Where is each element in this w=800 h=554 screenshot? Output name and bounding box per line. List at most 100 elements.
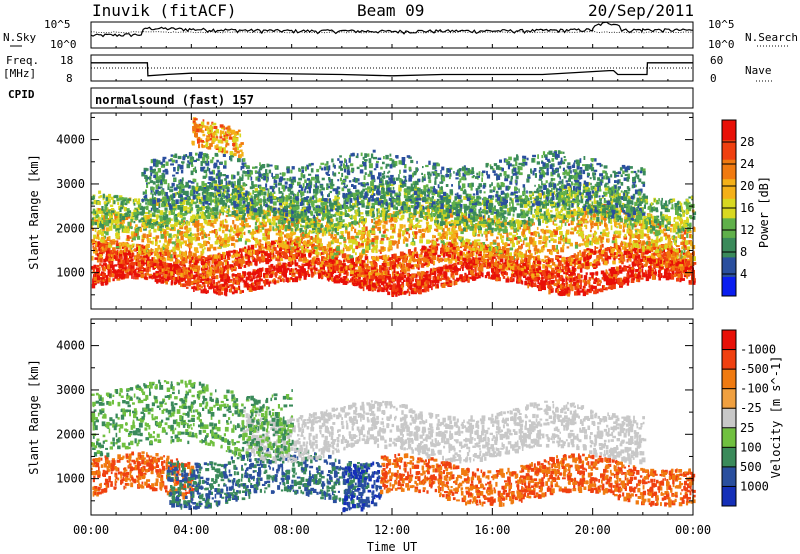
data-cell [204,281,209,284]
data-cell [559,291,563,297]
data-cell [434,247,438,253]
data-cell [342,260,345,266]
data-cell [232,278,235,283]
data-cell [367,288,372,292]
data-cell [576,279,580,283]
data-cell [365,263,369,268]
data-cell [216,267,220,273]
data-cell [419,278,421,282]
data-cell [271,240,274,246]
data-cell [584,282,587,285]
data-cell [421,263,424,268]
data-cell [119,256,123,260]
data-cell [676,260,680,263]
data-cell [548,259,551,262]
data-cell [575,254,579,259]
data-cell [459,274,463,277]
data-cell [251,285,255,291]
data-cell [93,264,96,269]
data-cell [173,268,176,271]
data-cell [600,270,605,275]
data-cell [431,280,435,283]
data-cell [456,277,460,282]
data-cell [122,270,125,276]
data-cell [133,272,137,276]
data-cell [570,231,574,235]
data-cell [158,240,161,243]
data-cell [177,275,179,280]
data-cell [657,270,661,274]
data-cell [243,280,248,285]
data-cell [456,252,460,256]
data-cell [139,271,144,274]
data-cell [568,274,572,278]
data-cell [595,271,599,275]
data-cell [586,248,590,251]
data-cell [595,258,599,262]
data-cell [291,274,296,278]
data-cell [599,279,602,283]
data-cell [578,257,581,261]
data-cell [556,259,559,262]
data-cell [179,261,182,265]
data-cell [144,272,147,278]
data-cell [467,276,470,281]
station-title: Inuvik (fitACF) [92,1,237,20]
data-cell [377,286,382,291]
data-cell [450,273,453,278]
data-cell [534,264,537,268]
data-cell [395,292,398,297]
data-cell [203,284,205,287]
data-cell [546,259,548,263]
data-cell [273,244,276,248]
data-cell [424,262,428,266]
data-cell [393,287,396,291]
data-cell [472,264,477,269]
data-cell [452,246,456,250]
data-cell [229,279,233,282]
data-cell [225,283,229,288]
data-cell [162,270,166,274]
data-cell [410,274,414,279]
data-cell [323,249,327,253]
data-cell [405,266,408,271]
data-cell [324,273,328,277]
data-cell [496,236,499,240]
data-cell [570,281,573,286]
data-cell [430,268,432,272]
data-cell [116,277,121,281]
data-cell [103,258,107,263]
data-cell [246,282,249,286]
data-cell [133,248,137,251]
data-cell [560,274,563,277]
freq-tick-high: 18 [60,54,73,67]
data-cell [608,255,612,260]
data-cell [114,276,118,279]
data-cell [130,258,134,262]
data-cell [329,267,331,273]
data-cell [426,270,429,274]
data-cell [536,255,540,260]
data-cell [239,289,242,294]
data-cell [202,265,204,268]
data-cell [271,271,273,276]
data-cell [534,260,537,264]
data-cell [232,273,235,277]
data-cell [451,275,455,279]
data-cell [283,272,287,278]
data-cell [596,262,601,266]
data-cell [405,281,408,286]
data-cell [579,290,584,293]
data-cell [255,250,259,255]
data-cell [669,264,672,267]
data-cell [413,287,416,291]
data-cell [649,268,652,274]
data-cell [678,267,682,272]
data-cell [202,289,206,294]
data-cell [328,259,333,263]
data-cell [671,271,675,275]
data-cell [572,221,574,225]
data-cell [128,264,131,269]
data-cell [205,290,208,294]
data-cell [250,282,253,287]
